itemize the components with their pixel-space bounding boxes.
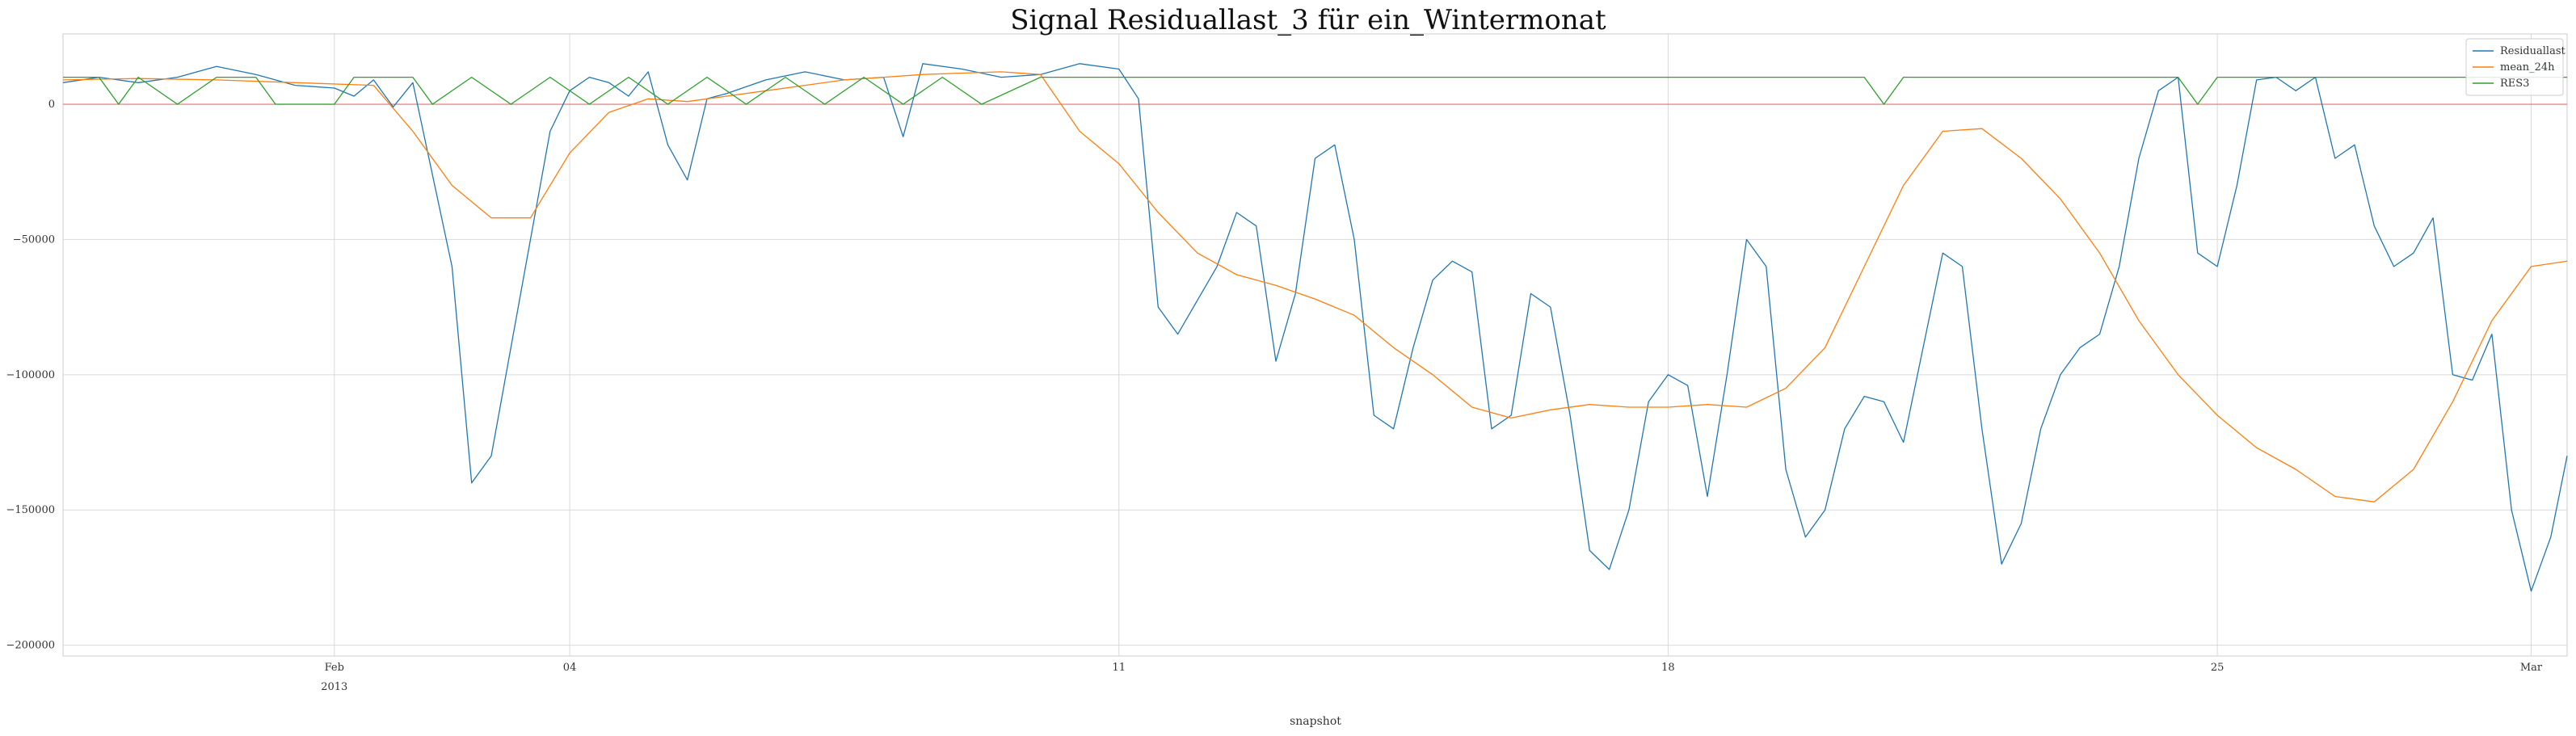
legend-label: RES3 [2500,78,2529,90]
x-tick-label: 25 [2211,662,2225,674]
legend-label: Residuallast [2500,45,2565,57]
legend: Residuallast mean_24h RES3 [2465,38,2565,96]
y-tick-labels: 0 −50000 −100000 −150000 −200000 [6,99,55,652]
series-layer [62,63,2568,592]
y-tick-label: −50000 [13,233,55,246]
x-tick-label: 04 [563,662,577,674]
legend-label: mean_24h [2500,61,2555,74]
x-tick-label: 18 [1661,662,1675,674]
y-tick-label: 0 [48,99,55,111]
x-tick-label: 11 [1112,662,1126,674]
x-tick-labels: Feb 2013 04 11 18 25 Mar [321,662,2543,693]
chart-title: Signal Residuallast_3 für ein_Wintermona… [1010,4,1606,36]
x-tick-sublabel: 2013 [321,681,347,693]
y-tick-label: −150000 [6,504,55,516]
y-tick-label: −200000 [6,640,55,652]
series-line-mean-24h [62,71,2568,503]
plot-background [62,33,2568,657]
series-line-residuallast [62,63,2568,592]
legend-box [2465,38,2564,96]
x-tick-label: Feb [325,662,344,674]
y-tick-label: −100000 [6,369,55,381]
x-gridlines [334,34,2532,656]
series-line-res3 [63,76,2567,105]
x-tick-label: Mar [2520,662,2543,674]
x-axis-label: snapshot [1290,715,1341,728]
